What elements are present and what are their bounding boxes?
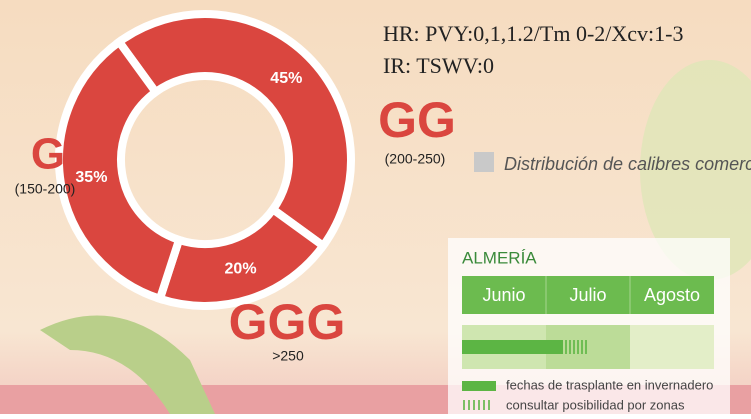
month-label: Julio bbox=[569, 285, 606, 305]
transplant-bar bbox=[462, 340, 563, 354]
hatch bbox=[463, 400, 490, 410]
legend-swatch bbox=[474, 152, 494, 172]
calendar-legend: fechas de trasplante en invernadero bbox=[506, 377, 713, 392]
month-label: Agosto bbox=[644, 285, 700, 305]
month-bar bbox=[462, 276, 714, 314]
vegetable-decoration bbox=[40, 315, 215, 414]
period-cell bbox=[630, 325, 714, 369]
hr-text: HR: PVY:0,1,1.2/Tm 0-2/Xcv:1-3 bbox=[383, 21, 683, 46]
value-label: 45% bbox=[270, 70, 302, 87]
calendar-legend: consultar posibilidad por zonas bbox=[506, 397, 685, 412]
category-range: (150-200) bbox=[15, 181, 76, 197]
legend-text: Distribución de calibres comerciales bbox=[504, 154, 751, 174]
value-label: 35% bbox=[75, 169, 107, 186]
donut-slice bbox=[154, 203, 329, 310]
category-label: GG bbox=[378, 92, 456, 148]
hatch bbox=[565, 340, 587, 354]
donut-chart: 45% GG (200-250) 20% GGG>250 35% G (150-200) bbox=[15, 10, 456, 364]
legend-bar bbox=[462, 381, 496, 391]
donut-slice bbox=[55, 36, 185, 304]
vegetable-decoration bbox=[640, 60, 751, 280]
category-label: GGG bbox=[229, 294, 346, 350]
ir-text: IR: TSWV:0 bbox=[383, 53, 494, 78]
category-range: >250 bbox=[272, 348, 304, 364]
donut-slice bbox=[113, 10, 355, 252]
category-label: G bbox=[31, 130, 65, 179]
category-range: (200-250) bbox=[385, 151, 446, 167]
month-label: Junio bbox=[482, 285, 525, 305]
value-label: 20% bbox=[225, 261, 257, 278]
calendar-region: ALMERÍA bbox=[462, 248, 537, 267]
